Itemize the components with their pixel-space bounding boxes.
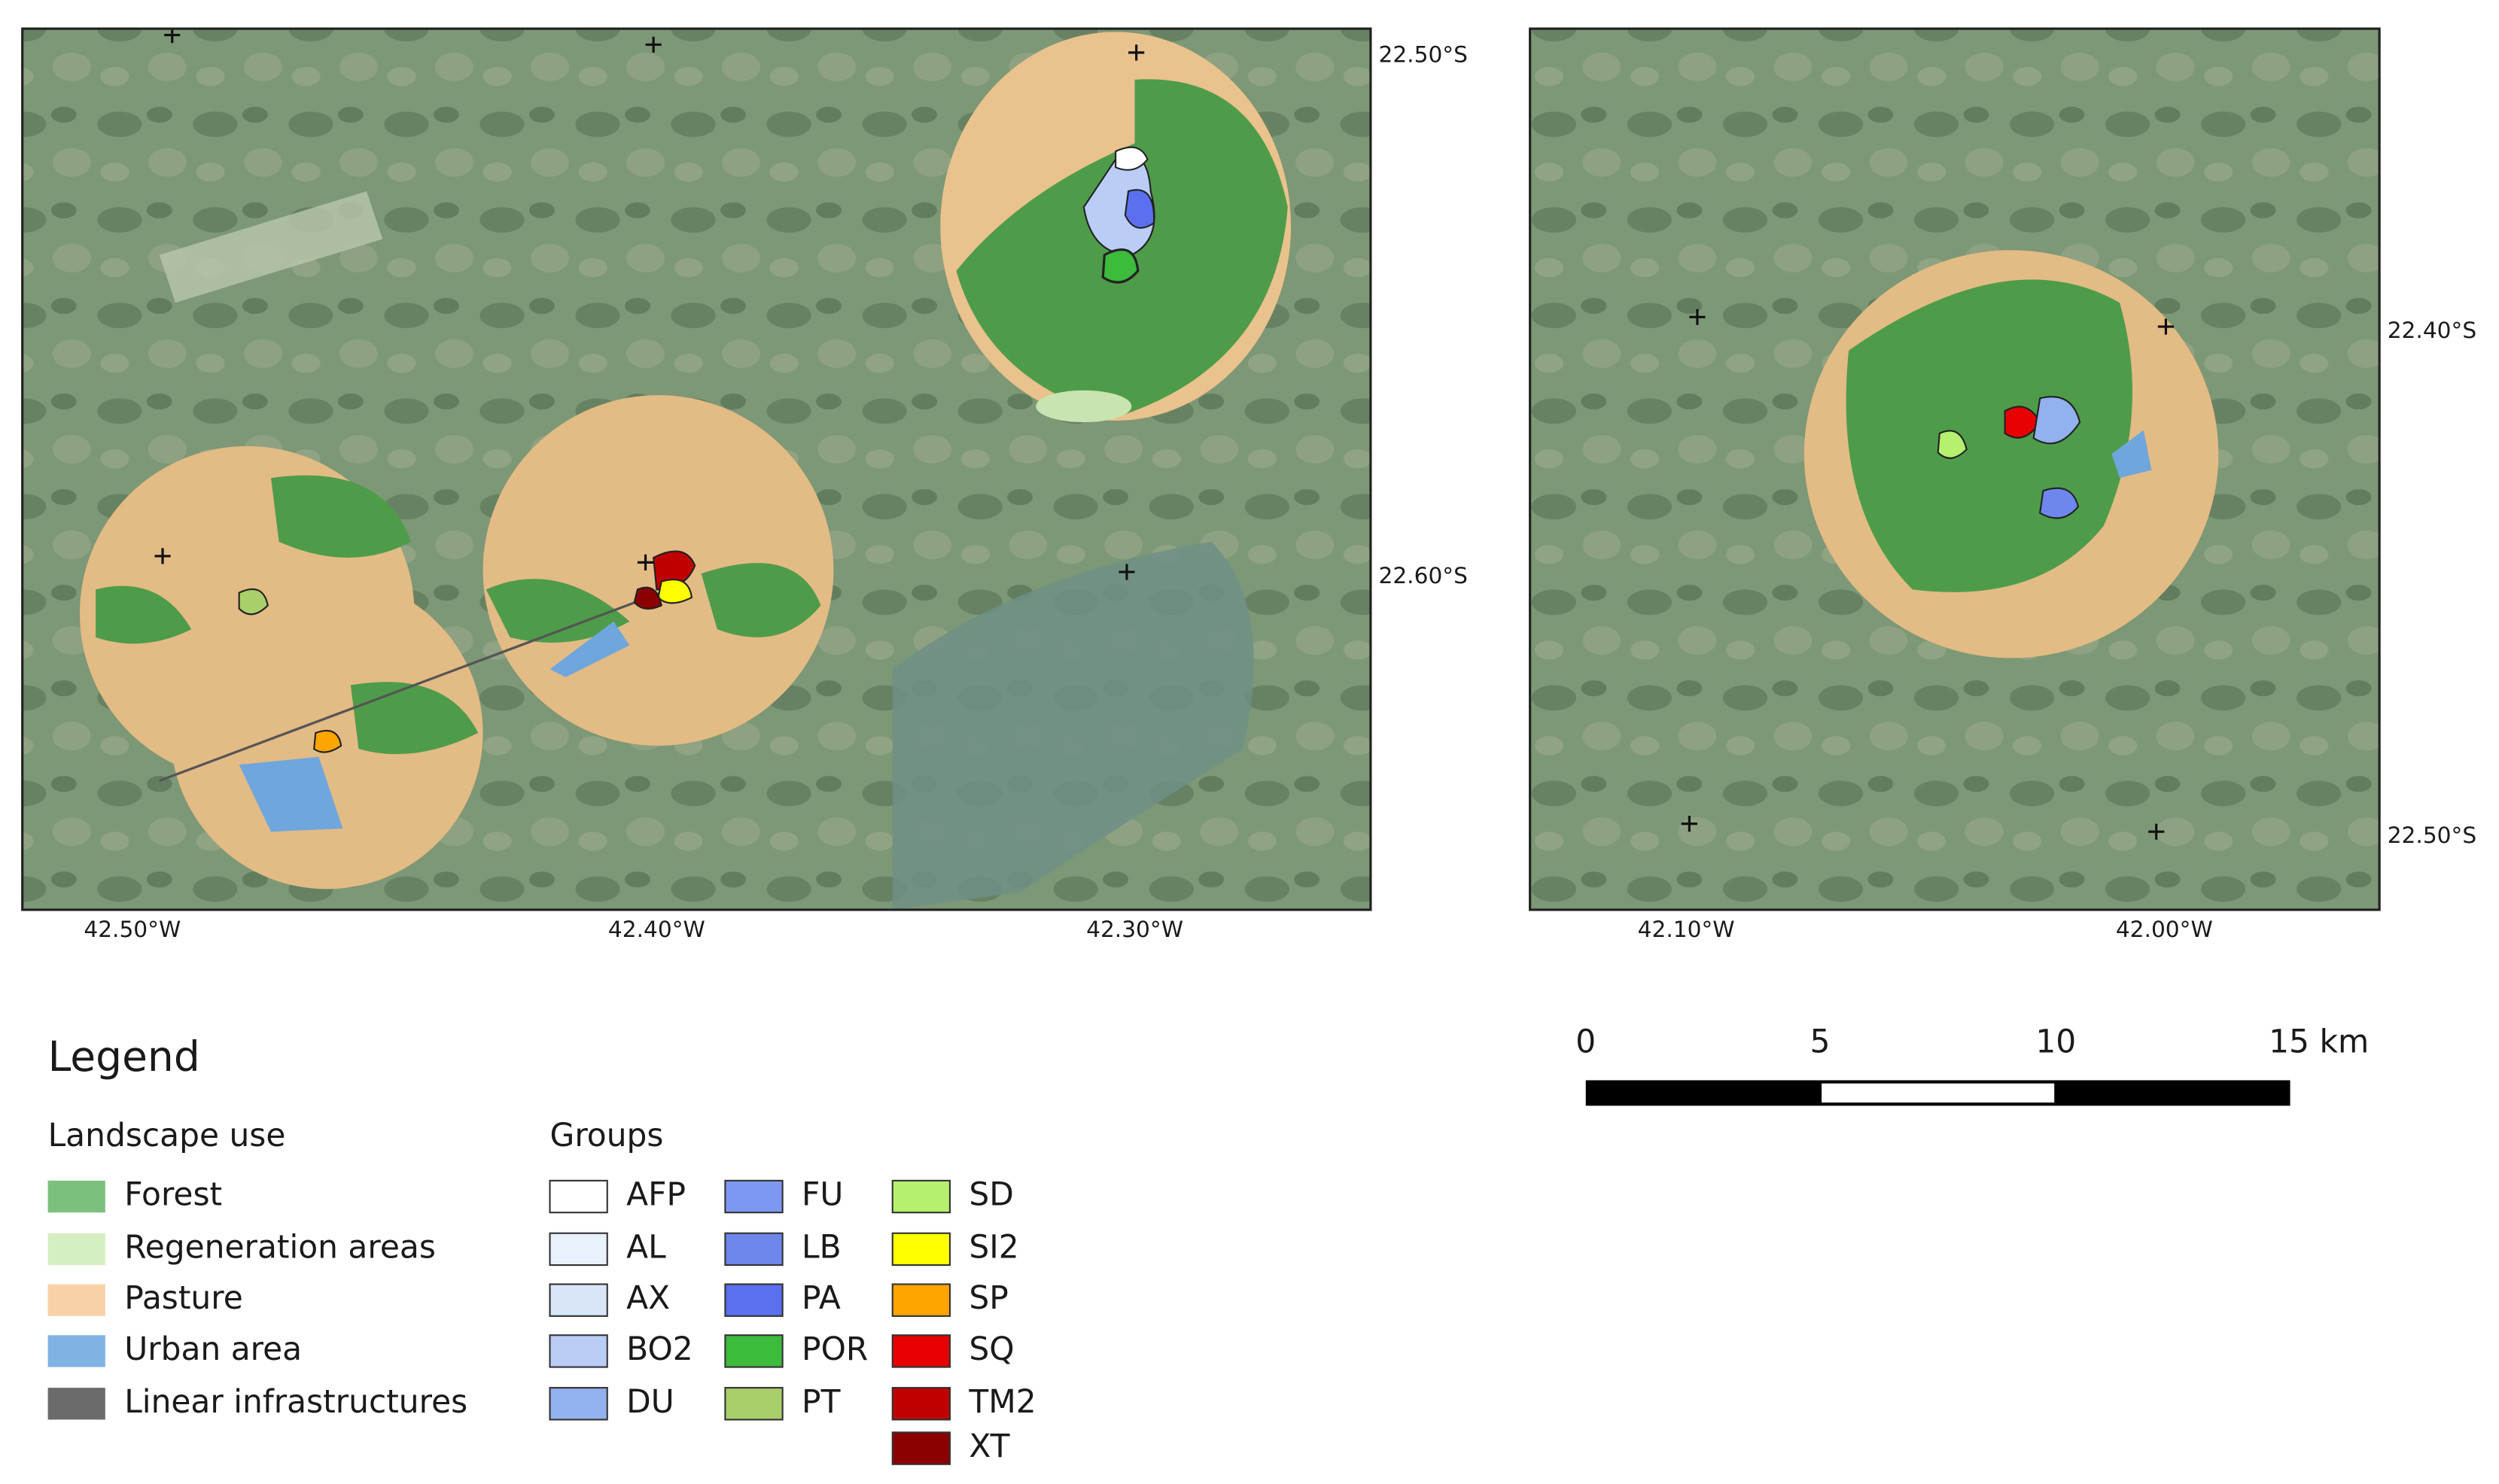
legend-swatch <box>549 1283 608 1317</box>
left-map <box>22 29 1371 910</box>
lat-label: 22.40°S <box>2388 317 2476 343</box>
legend-label: Forest <box>124 1176 222 1213</box>
lon-label: 42.00°W <box>2116 916 2213 942</box>
coordinate-labels: 22.50°S 22.60°S 42.50°W 42.40°W 42.30°W … <box>84 41 2476 942</box>
lat-label: 22.60°S <box>1378 562 1467 588</box>
legend-label: FU <box>802 1176 843 1213</box>
legend-swatch <box>724 1232 784 1267</box>
legend-swatch <box>724 1387 784 1421</box>
right-map-frame <box>1529 27 2381 911</box>
legend-label: AL <box>626 1228 666 1265</box>
legend-label: DU <box>626 1383 674 1420</box>
legend-swatch <box>724 1283 784 1317</box>
legend-swatch <box>724 1334 784 1368</box>
legend-swatch <box>549 1232 608 1267</box>
legend-label: XT <box>969 1428 1009 1464</box>
legend-swatch <box>47 1388 105 1420</box>
lat-label: 22.50°S <box>1378 41 1467 68</box>
legend-label: SI2 <box>969 1228 1018 1265</box>
legend-label: AFP <box>626 1176 686 1213</box>
scale-bar: 0 5 10 15 km <box>1575 1023 2369 1106</box>
legend-swatch <box>47 1180 105 1213</box>
legend-label: SQ <box>969 1330 1014 1367</box>
legend-label: POR <box>802 1330 868 1367</box>
lon-label: 42.10°W <box>1638 916 1735 942</box>
legend-swatch <box>891 1334 951 1368</box>
legend-label: Urban area <box>124 1330 302 1367</box>
lon-label: 42.50°W <box>84 916 181 942</box>
legend-section-title: Groups <box>550 1117 664 1154</box>
legend-label: AX <box>626 1279 670 1316</box>
lon-label: 42.40°W <box>608 916 705 942</box>
scale-bar-segment <box>1822 1083 2055 1103</box>
lon-label: 42.30°W <box>1086 916 1183 942</box>
left-map-frame <box>21 27 1372 911</box>
scale-label: 0 <box>1575 1023 1596 1060</box>
legend-swatch <box>47 1284 105 1316</box>
legend-swatch <box>549 1334 608 1368</box>
lat-label: 22.50°S <box>2388 822 2476 848</box>
legend-section-title: Landscape use <box>48 1117 286 1154</box>
scale-label: 10 <box>2035 1023 2076 1060</box>
legend-swatch <box>47 1335 105 1367</box>
legend-label: Pasture <box>124 1279 243 1316</box>
legend-label: Linear infrastructures <box>124 1383 467 1420</box>
legend-label: Regeneration areas <box>124 1228 436 1265</box>
legend-title: Legend <box>48 1032 200 1081</box>
legend-label: PT <box>802 1383 841 1420</box>
scale-label: 15 km <box>2269 1023 2369 1060</box>
legend-swatch <box>891 1431 951 1465</box>
right-map <box>1530 29 2380 910</box>
legend-label: BO2 <box>626 1330 693 1367</box>
legend-label: SP <box>969 1279 1008 1316</box>
scale-label: 5 <box>1810 1023 1831 1060</box>
legend-swatch <box>891 1283 951 1317</box>
legend-swatch <box>724 1179 784 1214</box>
legend-swatch <box>47 1233 105 1266</box>
legend: Legend Landscape use Groups Forest Regene… <box>47 1032 1036 1465</box>
legend-swatch <box>549 1387 608 1421</box>
legend-label: TM2 <box>968 1383 1036 1420</box>
legend-swatch <box>891 1232 951 1267</box>
legend-swatch <box>891 1387 951 1421</box>
legend-label: SD <box>969 1176 1013 1213</box>
legend-swatch <box>549 1179 608 1214</box>
legend-label: LB <box>802 1228 842 1265</box>
legend-label: PA <box>802 1279 841 1316</box>
legend-swatch <box>891 1179 951 1214</box>
